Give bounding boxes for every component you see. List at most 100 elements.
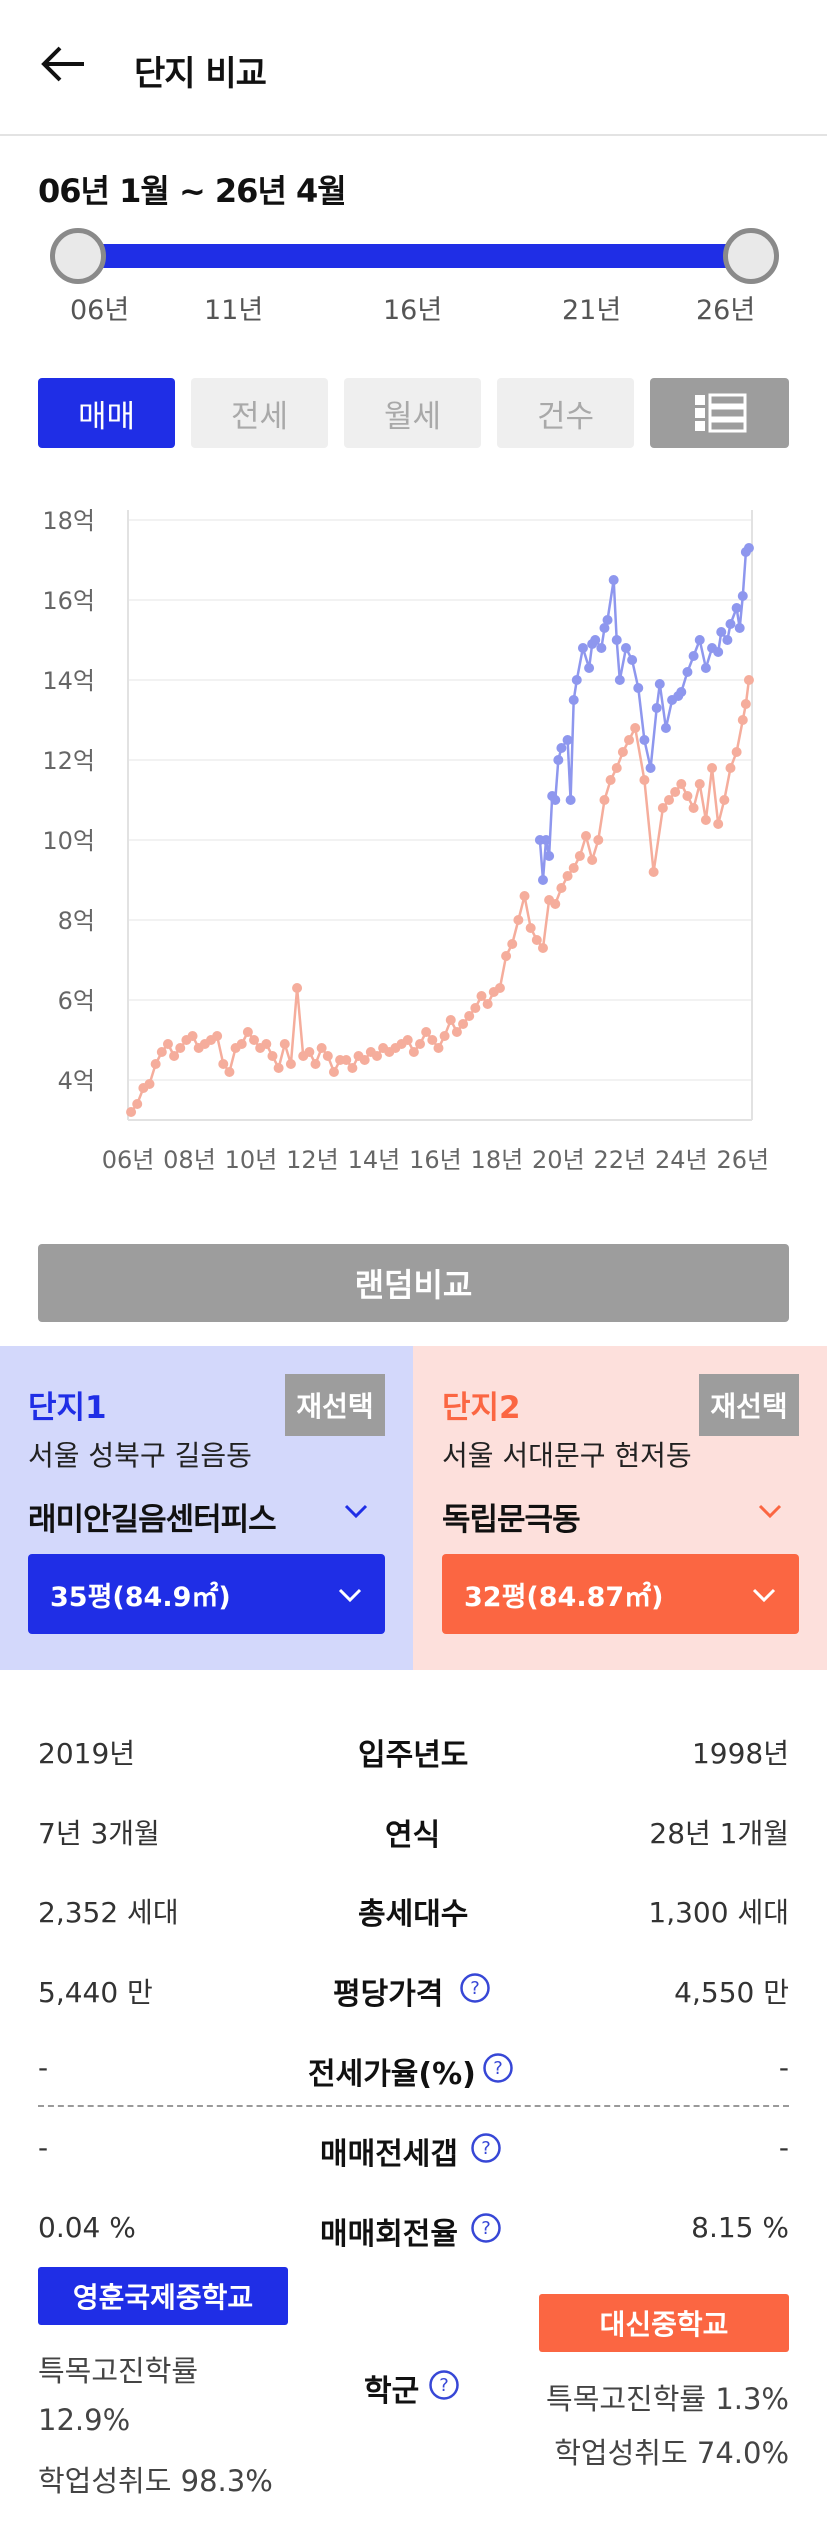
help-icon[interactable]: ?	[470, 2212, 502, 2244]
data-point	[620, 643, 631, 653]
y-tick-label: 16억	[42, 587, 95, 615]
complex2-panel: 단지2 재선택 서울 서대문구 현저동 독립문극동 32평(84.87㎡)	[413, 1346, 827, 1670]
data-point	[556, 743, 567, 753]
random-compare-button[interactable]: 랜덤비교	[38, 1244, 789, 1322]
period-slider-start-handle[interactable]	[50, 228, 106, 284]
complex2-label: 단지2	[442, 1390, 521, 1426]
row-label-households: 총세대수	[358, 1897, 469, 1932]
data-point	[731, 603, 742, 613]
complex1-size-select[interactable]: 35평(84.9㎡)	[28, 1554, 385, 1634]
row-right-value: 4,550 만	[674, 1976, 789, 2009]
chevron-down-icon	[752, 1588, 776, 1603]
complex2-name[interactable]: 독립문극동	[442, 1502, 581, 1538]
data-point	[700, 663, 711, 673]
data-point	[605, 775, 616, 785]
tab-count[interactable]: 건수	[497, 378, 634, 448]
complex2-reselect-button[interactable]: 재선택	[699, 1374, 799, 1436]
data-point	[218, 1059, 229, 1069]
data-point	[670, 787, 681, 797]
data-point	[476, 991, 487, 1001]
x-tick-label: 08년	[163, 1146, 216, 1174]
data-point	[150, 1059, 161, 1069]
data-point	[694, 635, 705, 645]
data-point	[568, 695, 579, 705]
data-point	[132, 1099, 143, 1109]
svg-text:?: ?	[481, 2138, 491, 2159]
slider-tick: 26년	[696, 295, 756, 326]
data-point	[304, 1047, 315, 1057]
school2-button[interactable]: 대신중학교	[539, 2294, 789, 2352]
row-label-move-in-year: 입주년도	[358, 1738, 469, 1773]
data-point	[212, 1031, 223, 1041]
data-point	[694, 779, 705, 789]
data-point	[341, 1055, 352, 1065]
data-point	[574, 851, 585, 861]
data-point	[688, 803, 699, 813]
x-tick-label: 18년	[471, 1146, 524, 1174]
data-point	[664, 795, 675, 805]
list-view-button[interactable]	[650, 378, 789, 448]
row-right-value: 1,300 세대	[648, 1896, 789, 1929]
period-slider-track[interactable]	[78, 244, 751, 268]
row-right-value: 8.15 %	[691, 2211, 789, 2244]
row-left-value: 0.04 %	[38, 2211, 136, 2244]
row-label-jeonse-ratio: 전세가율(%)	[308, 2057, 476, 2092]
y-tick-label: 8억	[58, 907, 95, 935]
school1-button[interactable]: 영훈국제중학교	[38, 2267, 288, 2325]
data-point	[458, 1019, 469, 1029]
data-point	[279, 1039, 290, 1049]
tab-monthly-rent[interactable]: 월세	[344, 378, 481, 448]
school1-rate-value: 12.9%	[38, 2403, 131, 2437]
row-right-value: -	[778, 2051, 789, 2084]
y-tick-label: 18억	[42, 507, 95, 535]
row-left-value: 2,352 세대	[38, 1896, 179, 1929]
data-point	[541, 835, 552, 845]
data-point	[645, 763, 656, 773]
complex2-size-select[interactable]: 32평(84.87㎡)	[442, 1554, 799, 1634]
row-label-price-per-pyeong: 평당가격	[333, 1977, 444, 2012]
data-point	[464, 1011, 475, 1021]
complex1-name[interactable]: 래미안길음센터피스	[28, 1502, 277, 1538]
data-point	[421, 1027, 432, 1037]
help-icon[interactable]: ?	[470, 2132, 502, 2164]
complex1-reselect-button[interactable]: 재선택	[285, 1374, 385, 1436]
data-point	[611, 635, 622, 645]
data-point	[285, 1059, 296, 1069]
data-point	[126, 1107, 137, 1117]
data-point	[169, 1051, 180, 1061]
data-point	[737, 715, 748, 725]
chevron-down-icon[interactable]	[757, 1498, 783, 1524]
chevron-down-icon[interactable]	[343, 1498, 369, 1524]
svg-text:?: ?	[481, 2218, 491, 2239]
data-point	[187, 1031, 198, 1041]
chevron-down-icon	[338, 1588, 362, 1603]
data-point	[584, 663, 595, 673]
data-point	[427, 1035, 438, 1045]
arrow-left-icon[interactable]	[40, 44, 90, 84]
school2-achievement: 학업성취도 74.0%	[554, 2436, 789, 2470]
help-icon[interactable]: ?	[428, 2369, 460, 2401]
x-tick-label: 06년	[102, 1146, 155, 1174]
tab-sale[interactable]: 매매	[38, 378, 175, 448]
help-icon[interactable]: ?	[482, 2052, 514, 2084]
row-label-turnover-rate: 매매회전율	[320, 2217, 458, 2252]
row-label-sale-jeonse-gap: 매매전세갭	[320, 2137, 458, 2172]
data-point	[445, 1015, 456, 1025]
data-point	[439, 1031, 450, 1041]
list-view-icon	[694, 393, 746, 433]
tab-jeonse[interactable]: 전세	[191, 378, 328, 448]
row-left-value: -	[38, 2131, 49, 2164]
data-point	[581, 831, 592, 841]
data-point	[639, 775, 650, 785]
complex1-label: 단지1	[28, 1390, 107, 1426]
data-point	[725, 619, 736, 629]
data-point	[347, 1063, 358, 1073]
data-point	[633, 683, 644, 693]
row-left-value: 2019년	[38, 1737, 136, 1770]
series-line	[538, 547, 750, 881]
data-point	[273, 1063, 284, 1073]
period-slider-end-handle[interactable]	[723, 228, 779, 284]
complex2-size-value: 32평(84.87㎡)	[464, 1581, 664, 1613]
data-point	[537, 875, 548, 885]
help-icon[interactable]: ?	[459, 1972, 491, 2004]
